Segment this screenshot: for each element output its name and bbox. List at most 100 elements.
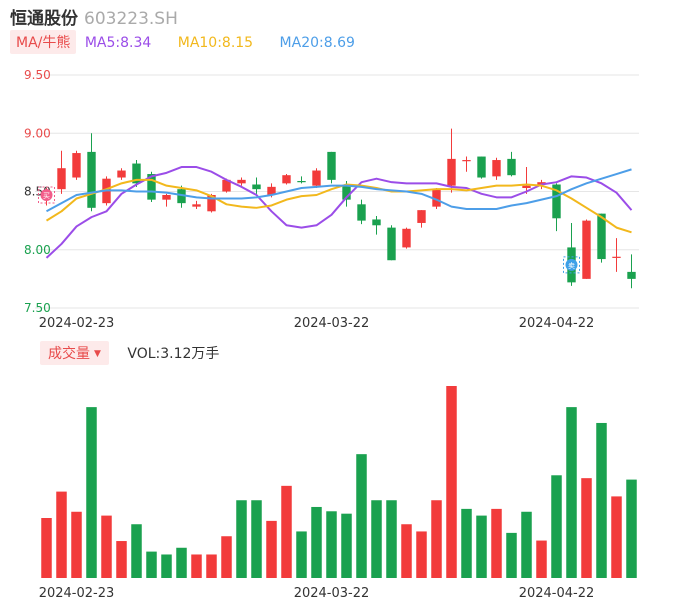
marker-frame <box>38 186 55 204</box>
volume-bar <box>71 511 82 578</box>
volume-bar <box>491 508 502 578</box>
stock-code: 603223.SH <box>84 9 178 29</box>
volume-bar <box>296 531 307 578</box>
caret-down-icon: ▼ <box>94 349 101 359</box>
candle-body <box>477 156 486 178</box>
volume-bar <box>566 407 577 578</box>
candle-body <box>417 210 426 223</box>
price-tick-label: 8.00 <box>24 243 51 257</box>
candle-body <box>72 153 81 178</box>
candle-body <box>282 175 291 184</box>
ma20-line <box>46 168 632 213</box>
volume-bar <box>221 536 232 578</box>
marker-glyph: 卖 <box>568 262 575 270</box>
ma20-legend: MA20:8.69 <box>279 35 355 51</box>
ma-indicator-selector[interactable]: MA/牛熊 <box>10 30 77 54</box>
candle-body <box>342 185 351 200</box>
volume-bar <box>206 554 217 578</box>
candle-body <box>582 220 591 279</box>
price-tick-label: 9.50 <box>24 68 51 82</box>
volume-bar <box>611 496 622 578</box>
date-tick-label: 2024-02-23 <box>39 316 115 331</box>
candle-body <box>57 168 66 190</box>
date-tick-label: 2024-04-22 <box>519 586 595 601</box>
candle-body <box>132 163 141 184</box>
price-tick-label: 7.50 <box>24 301 51 315</box>
candle-body <box>252 184 261 190</box>
volume-tab-label: 成交量 <box>48 346 90 362</box>
volume-indicator-selector[interactable]: 成交量 ▼ <box>40 341 109 365</box>
volume-bar <box>476 515 487 578</box>
candle-body <box>432 189 441 207</box>
candle-body <box>387 227 396 261</box>
date-tick-label: 2024-03-22 <box>294 316 370 331</box>
candle-body <box>612 256 621 258</box>
volume-bar <box>401 524 412 578</box>
volume-bar <box>251 500 262 578</box>
volume-bar <box>326 511 337 578</box>
volume-bar <box>311 506 322 578</box>
candle-body <box>162 194 171 200</box>
candle-body <box>522 185 531 189</box>
volume-bar <box>371 500 382 578</box>
volume-bar <box>41 518 52 578</box>
ma5-legend: MA5:8.34 <box>84 35 152 51</box>
candle-body <box>312 170 321 186</box>
volume-bar <box>626 479 637 578</box>
candle-body <box>177 189 186 204</box>
candle-body <box>237 179 246 184</box>
ma10-line <box>45 178 632 234</box>
trade-markers: 买卖 <box>38 186 580 274</box>
candle-body <box>402 228 411 248</box>
candle-body <box>372 219 381 226</box>
candle-body <box>222 179 231 192</box>
volume-bar <box>266 520 277 578</box>
volume-legend: 成交量 ▼ VOL:3.12万手 <box>40 341 220 365</box>
date-tick-label: 2024-04-22 <box>519 316 595 331</box>
candle-body <box>447 158 456 186</box>
candle-body <box>117 170 126 178</box>
price-date-axis: 2024-02-23 2024-03-22 2024-04-22 <box>39 316 595 331</box>
price-tick-label: 9.00 <box>24 126 51 140</box>
candlestick-series <box>42 128 636 289</box>
volume-bar <box>146 551 157 578</box>
candle-body <box>492 160 501 177</box>
volume-bar <box>386 500 397 578</box>
candle-body <box>597 213 606 260</box>
candle-body <box>207 194 216 212</box>
volume-bar <box>236 500 247 578</box>
candle-body <box>267 186 276 195</box>
candle-body <box>357 204 366 221</box>
volume-bar <box>521 511 532 578</box>
candle-body <box>627 271 636 279</box>
ma10-legend: MA10:8.15 <box>177 35 254 51</box>
volume-bar <box>56 491 67 578</box>
volume-bar <box>281 485 292 578</box>
volume-bar <box>341 513 352 578</box>
volume-bar <box>161 554 172 578</box>
volume-bar <box>356 454 367 578</box>
volume-bar <box>176 547 187 578</box>
volume-bar <box>86 407 97 578</box>
volume-value: VOL:3.12万手 <box>127 346 220 362</box>
candle-body <box>327 151 336 180</box>
candle-body <box>537 182 546 185</box>
volume-bar <box>101 515 112 578</box>
moving-average-lines <box>45 166 633 259</box>
candle-body <box>462 160 471 162</box>
candle-body <box>297 181 306 183</box>
candle-body <box>552 184 561 219</box>
date-tick-label: 2024-03-22 <box>294 586 370 601</box>
ma-legend: MA/牛熊 MA5:8.34 MA10:8.15 MA20:8.69 <box>10 30 373 54</box>
volume-date-axis: 2024-02-23 2024-03-22 2024-04-22 <box>39 586 595 601</box>
marker-frame <box>563 256 580 274</box>
volume-bar <box>581 478 592 578</box>
date-tick-label: 2024-02-23 <box>39 586 115 601</box>
candle-body <box>507 158 516 176</box>
volume-bar <box>551 475 562 578</box>
sell-marker-icon <box>565 258 578 271</box>
volume-bar <box>131 524 142 578</box>
candle-body <box>147 174 156 200</box>
volume-bar <box>191 554 202 578</box>
